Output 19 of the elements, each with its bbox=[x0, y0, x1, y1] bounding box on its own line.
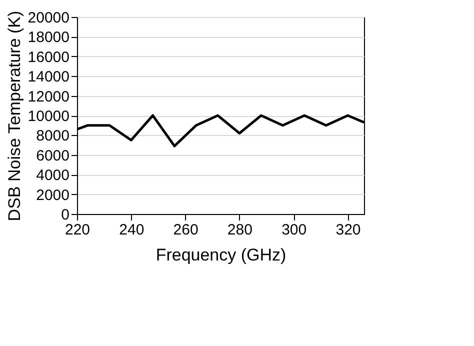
y-tick-label: 12000 bbox=[28, 88, 70, 106]
y-tick-label: 16000 bbox=[28, 48, 70, 66]
x-tick-label: 280 bbox=[227, 222, 252, 238]
x-tick-label: 320 bbox=[336, 222, 361, 238]
y-tick-label: 0 bbox=[61, 206, 70, 224]
y-tick-label: 6000 bbox=[36, 147, 70, 164]
y-tick-label: 10000 bbox=[28, 108, 70, 125]
x-tick-label: 300 bbox=[282, 222, 307, 238]
y-axis-title: DSB Noise Temperature (K) bbox=[4, 10, 24, 222]
x-tick-label: 240 bbox=[119, 222, 144, 238]
y-tick-label: 20000 bbox=[28, 10, 70, 26]
y-tick-label: 4000 bbox=[36, 167, 70, 184]
x-tick-label: 220 bbox=[64, 222, 90, 238]
y-tick-label: 18000 bbox=[28, 29, 70, 46]
x-tick-label: 260 bbox=[173, 222, 198, 238]
y-tick-label: 8000 bbox=[36, 128, 70, 145]
y-tick-label: 2000 bbox=[36, 186, 70, 204]
x-axis-title: Frequency (GHz) bbox=[156, 246, 286, 264]
y-tick-label: 14000 bbox=[28, 68, 70, 86]
